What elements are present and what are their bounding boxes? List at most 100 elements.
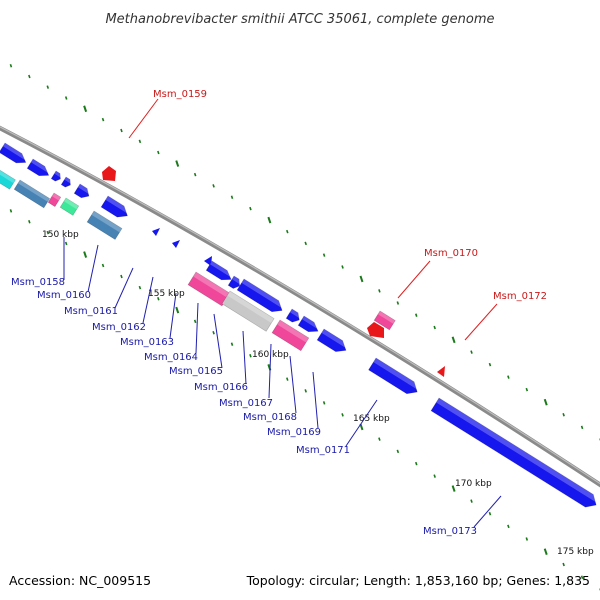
cds-small-triangle: [172, 240, 180, 248]
pink-feature-shape: [47, 192, 62, 207]
cds-feature: [205, 260, 235, 281]
steel-feature-shine: [17, 180, 50, 202]
tick-mark: [451, 485, 456, 492]
cds-feature-shine: [321, 329, 350, 349]
gene-label-msm-0169[interactable]: Msm_0169: [267, 427, 321, 438]
tick-mark: [249, 353, 252, 358]
leader-line: [268, 343, 272, 399]
cds-small-triangle: [204, 256, 212, 266]
gene-label-msm-0166[interactable]: Msm_0166: [194, 382, 248, 393]
tick-mark: [580, 575, 584, 579]
leader-line: [213, 313, 223, 369]
cds-feature: [0, 142, 29, 164]
tick-mark: [9, 209, 13, 213]
leader-line: [142, 276, 154, 324]
tick-mark: [286, 377, 289, 381]
gene-label-msm-0167[interactable]: Msm_0167: [219, 398, 273, 409]
cds-feature: [316, 328, 350, 352]
pink-feature-shape: [271, 319, 310, 352]
gene-label-msm-0161[interactable]: Msm_0161: [64, 306, 118, 317]
spring-feature-shape: [59, 197, 80, 216]
red-feature-msm-0159: [102, 166, 116, 181]
tick-mark: [433, 325, 436, 330]
cds-feature-shape: [50, 170, 61, 182]
cds-feature: [26, 158, 52, 177]
cds-feature-shape: [316, 328, 347, 352]
cds-feature-shine: [301, 316, 321, 330]
cds-feature-shine: [105, 196, 131, 215]
cds-feature-shape: [73, 183, 90, 199]
gene-label-msm-0162[interactable]: Msm_0162: [92, 322, 146, 333]
cds-feature-shine: [30, 159, 52, 174]
tick-mark: [286, 229, 289, 234]
cds-feature-shine: [64, 177, 73, 184]
gene-label-msm-0158[interactable]: Msm_0158: [11, 277, 65, 288]
gray-feature-shine: [227, 291, 275, 324]
tick-mark: [230, 195, 234, 199]
tick-mark: [304, 389, 307, 393]
gene-label-msm-0159[interactable]: Msm_0159: [153, 89, 207, 100]
cds-feature-shape: [205, 260, 232, 281]
tick-mark: [543, 548, 548, 556]
cds-feature: [285, 308, 303, 323]
cds-feature-shape: [0, 142, 27, 164]
leader-line: [169, 292, 177, 339]
pink-feature-shine: [51, 193, 61, 201]
kbp-label-150: 150 kbp: [42, 230, 79, 240]
tick-mark: [562, 562, 565, 567]
cds-feature-shape: [100, 195, 128, 218]
gene-label-msm-0171[interactable]: Msm_0171: [296, 445, 350, 456]
tick-mark: [267, 216, 272, 224]
cds-feature: [227, 275, 243, 289]
cyan-feature-shape: [0, 163, 16, 190]
cyan-feature: [0, 163, 16, 190]
gene-label-msm-0170[interactable]: Msm_0170: [424, 248, 478, 259]
tick-mark: [28, 219, 31, 224]
tick-mark: [64, 241, 68, 246]
tick-mark: [64, 96, 68, 100]
tick-mark: [101, 117, 105, 122]
cds-feature-shine: [54, 171, 63, 178]
gene-label-msm-0160[interactable]: Msm_0160: [37, 290, 91, 301]
tick-mark: [101, 263, 105, 268]
tick-mark: [378, 437, 381, 441]
pink-feature-shine: [377, 311, 396, 324]
tick-mark: [341, 265, 344, 269]
gene-label-msm-0173[interactable]: Msm_0173: [423, 526, 477, 537]
tick-mark: [212, 184, 215, 188]
gene-label-msm-0163[interactable]: Msm_0163: [120, 337, 174, 348]
steel-feature-shine: [91, 211, 122, 233]
gene-label-msm-0165[interactable]: Msm_0165: [169, 366, 223, 377]
spring-feature-shine: [63, 198, 79, 210]
tick-mark: [175, 306, 180, 314]
pink-feature-shine: [193, 272, 230, 298]
cds-feature: [368, 357, 421, 395]
cds-feature-shape: [26, 158, 50, 177]
tick-mark: [46, 230, 50, 235]
cds-feature-shape: [60, 176, 71, 188]
pink-feature: [271, 319, 310, 352]
cds-feature-shape: [285, 308, 300, 323]
pink-feature: [187, 271, 231, 307]
gene-label-msm-0164[interactable]: Msm_0164: [144, 352, 198, 363]
cds-feature-shape: [368, 357, 418, 395]
kbp-label-170: 170 kbp: [455, 479, 492, 489]
leader-line: [114, 267, 134, 309]
tick-mark: [451, 336, 456, 344]
cds-feature-shine: [289, 309, 303, 319]
leader-line: [464, 303, 498, 341]
tick-mark: [359, 423, 364, 431]
gene-label-msm-0172[interactable]: Msm_0172: [493, 291, 547, 302]
tick-mark: [396, 449, 400, 454]
gene-label-msm-0168[interactable]: Msm_0168: [243, 412, 297, 423]
cds-feature-shine: [436, 398, 600, 504]
cds-feature-shine: [373, 358, 421, 391]
tick-mark: [507, 524, 510, 529]
tick-mark: [543, 398, 548, 406]
cds-feature: [60, 176, 73, 188]
tick-mark: [138, 285, 142, 290]
leader-line: [289, 355, 297, 414]
leader-line: [473, 495, 502, 528]
cds-feature: [50, 170, 63, 182]
